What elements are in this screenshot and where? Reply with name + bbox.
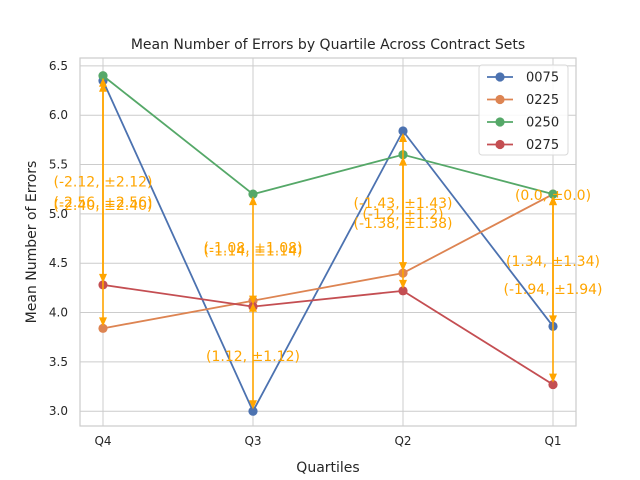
annotation-label: (-2.56, ±2.56) xyxy=(54,195,153,211)
error-arrow xyxy=(399,156,407,289)
series-0225 xyxy=(98,189,558,333)
annotation-label: (-1.38, ±1.38) xyxy=(354,216,453,232)
arrow-head xyxy=(99,82,107,92)
legend-box xyxy=(478,64,569,156)
grid xyxy=(80,58,576,426)
legend-item-0250: 0250 xyxy=(487,116,559,131)
legend-marker xyxy=(495,94,505,105)
legend-marker xyxy=(495,72,505,82)
data-point xyxy=(98,323,108,333)
data-point xyxy=(248,189,258,199)
legend-item-0275: 0275 xyxy=(487,138,559,153)
tick-labels: Q4 Q3 Q2 Q1 3.0 3.5 4.0 4.5 5.0 5.5 6.0 6.5 xyxy=(49,59,562,448)
data-point xyxy=(398,126,408,136)
annotation-label: (-2.12, ±2.12) xyxy=(54,174,153,190)
data-point xyxy=(98,71,108,81)
y-tick-label: 4.0 xyxy=(49,306,68,320)
data-point xyxy=(548,189,558,199)
annotation-label: (0.0, ±0.0) xyxy=(515,188,591,204)
legend-item-0225: 0225 xyxy=(487,93,559,108)
legend-label: 0250 xyxy=(526,116,559,131)
annotation-label: (-1.2, ±1.2) xyxy=(362,207,443,223)
series-line xyxy=(102,193,554,330)
error-arrow xyxy=(549,196,557,383)
legend: 0075 0225 0250 0275 xyxy=(478,64,569,156)
arrow-head xyxy=(549,373,557,383)
series-line xyxy=(102,75,554,196)
x-tick-label: Q2 xyxy=(394,434,411,448)
arrow-head xyxy=(249,400,257,410)
arrow-head xyxy=(549,196,557,206)
x-axis-label: Quartiles xyxy=(296,460,359,476)
y-tick-label: 3.5 xyxy=(49,355,68,369)
arrow-head xyxy=(399,133,407,143)
annotation-label: (-1.08, ±1.08) xyxy=(204,240,303,256)
series-line xyxy=(102,284,554,386)
arrow-head xyxy=(99,77,107,87)
y-tick-label: 5.5 xyxy=(49,158,68,172)
y-tick-label: 4.5 xyxy=(49,256,68,270)
plot-frame xyxy=(79,57,577,427)
legend-label: 0225 xyxy=(526,93,559,108)
annotation-label: (-1.14, ±1.14) xyxy=(204,243,303,259)
error-arrow xyxy=(99,82,107,283)
y-tick-label: 6.5 xyxy=(49,59,68,73)
series-0250 xyxy=(98,71,558,199)
data-point xyxy=(548,379,558,390)
arrow-head xyxy=(399,156,407,166)
y-tick-label: 3.0 xyxy=(49,404,68,418)
legend-label: 0275 xyxy=(526,138,559,153)
annotations: (-2.12, ±2.12) (-2.56, ±2.56)(-2.40, ±2.4… xyxy=(54,174,603,365)
annotation-label: (1.12, ±1.12) xyxy=(206,349,300,365)
error-arrow xyxy=(249,196,257,305)
arrow-head xyxy=(99,273,107,283)
arrow-head xyxy=(249,196,257,206)
arrow-head xyxy=(99,317,107,327)
arrow-head xyxy=(249,302,257,312)
annotation-label: (-1.94, ±1.94) xyxy=(504,282,603,298)
x-tick-label: Q3 xyxy=(244,434,261,448)
chart-title: Mean Number of Errors by Quartile Across… xyxy=(131,37,525,53)
data-point xyxy=(248,406,258,416)
annotation-label: (-1.43, ±1.43) xyxy=(354,196,453,212)
error-arrows xyxy=(99,77,557,410)
legend-marker xyxy=(495,139,505,150)
series-line xyxy=(102,80,554,413)
series-layer xyxy=(98,71,558,416)
x-tick-label: Q1 xyxy=(544,434,561,448)
annotation-label: (-2.40, ±2.40) xyxy=(54,198,153,214)
y-tick-label: 6.0 xyxy=(49,108,68,122)
error-arrow xyxy=(249,302,257,410)
data-point xyxy=(398,286,408,296)
arrow-head xyxy=(399,279,407,289)
x-tick-label: Q4 xyxy=(94,434,111,448)
y-tick-label: 5.0 xyxy=(49,207,68,221)
legend-item-0075: 0075 xyxy=(487,71,559,86)
annotation-label: (1.34, ±1.34) xyxy=(506,254,600,270)
y-axis-label: Mean Number of Errors xyxy=(24,161,40,324)
series-0275 xyxy=(98,280,558,390)
legend-marker xyxy=(495,117,505,127)
legend-label: 0075 xyxy=(526,71,559,86)
arrow-head xyxy=(249,295,257,305)
